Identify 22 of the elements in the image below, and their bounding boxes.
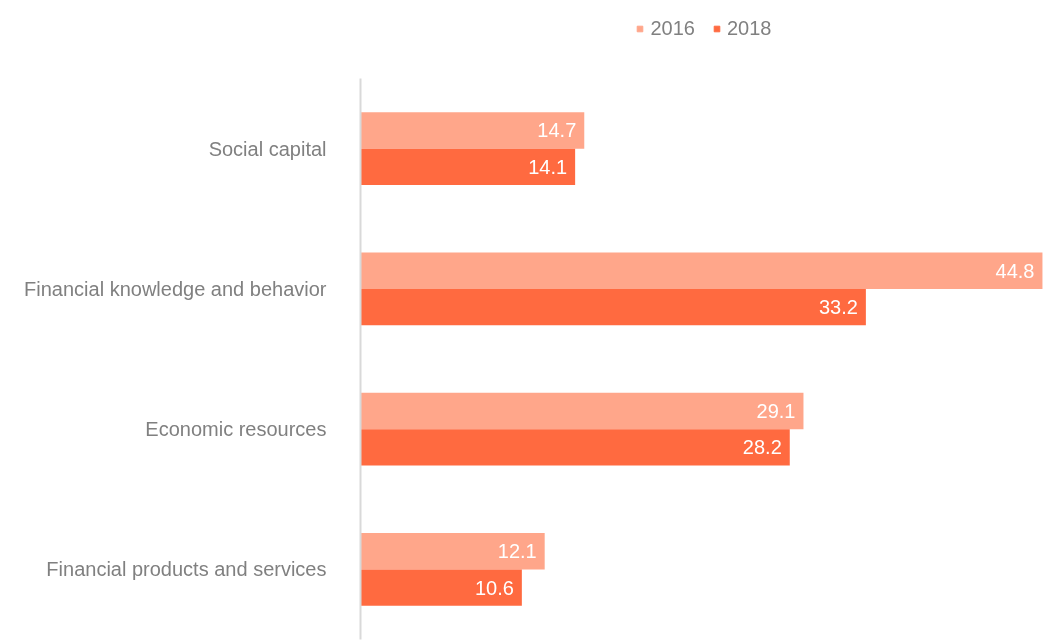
data-label: 28.2 bbox=[742, 436, 782, 459]
data-label: 33.2 bbox=[818, 296, 858, 319]
bar bbox=[360, 288, 866, 326]
data-label: 12.1 bbox=[497, 540, 537, 563]
bar bbox=[360, 532, 545, 570]
bar bbox=[360, 148, 576, 186]
bar bbox=[360, 429, 790, 466]
data-label: 14.7 bbox=[537, 119, 577, 142]
legend-label: 2016 bbox=[650, 16, 695, 40]
data-label: 14.1 bbox=[528, 155, 568, 178]
data-label: 44.8 bbox=[995, 259, 1035, 282]
y-tick-label: Financial products and services bbox=[46, 558, 327, 581]
bar bbox=[360, 392, 804, 430]
y-tick-label: Social capital bbox=[208, 137, 327, 160]
bar bbox=[360, 252, 1043, 289]
data-label: 29.1 bbox=[756, 399, 796, 422]
bar bbox=[360, 569, 522, 606]
data-label: 10.6 bbox=[474, 576, 514, 599]
bar bbox=[360, 112, 585, 149]
y-tick-label: Economic resources bbox=[145, 418, 327, 441]
y-tick-label: Financial knowledge and behavior bbox=[24, 277, 327, 300]
legend-label: 2018 bbox=[727, 16, 772, 40]
